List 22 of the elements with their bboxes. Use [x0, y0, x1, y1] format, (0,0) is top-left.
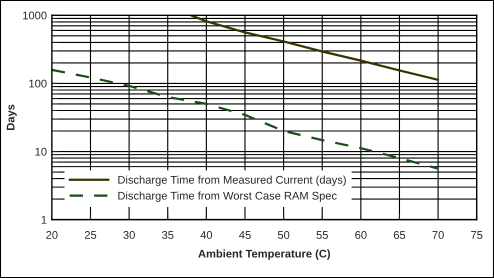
x-tick-label: 25 [84, 231, 96, 239]
y-tick-label: 100 [29, 80, 47, 88]
x-tick-label: 20 [46, 231, 58, 239]
x-tick-label: 75 [471, 231, 482, 239]
x-tick-label: 70 [432, 231, 444, 239]
line-series [52, 68, 440, 170]
line-series [190, 15, 440, 81]
y-tick-label: 1 [42, 216, 46, 224]
x-tick-label: 35 [162, 231, 174, 239]
legend-label: Discharge Time from Measured Current (days) [118, 176, 346, 186]
y-tick-label: 1000 [23, 12, 47, 20]
x-tick-label: 65 [394, 231, 406, 239]
x-tick-label: 55 [316, 231, 328, 239]
legend-label: Discharge Time from Worst Case RAM Spec [118, 191, 337, 202]
y-tick-label: 10 [36, 148, 47, 156]
y-axis-title: Days [6, 104, 17, 130]
x-tick-label: 30 [123, 231, 135, 239]
x-tick-label: 60 [355, 231, 367, 239]
x-tick-label: 45 [239, 231, 251, 239]
x-axis-title: Ambient Temperature (C) [198, 249, 330, 260]
x-tick-label: 40 [200, 231, 212, 239]
x-tick-label: 50 [278, 231, 290, 239]
